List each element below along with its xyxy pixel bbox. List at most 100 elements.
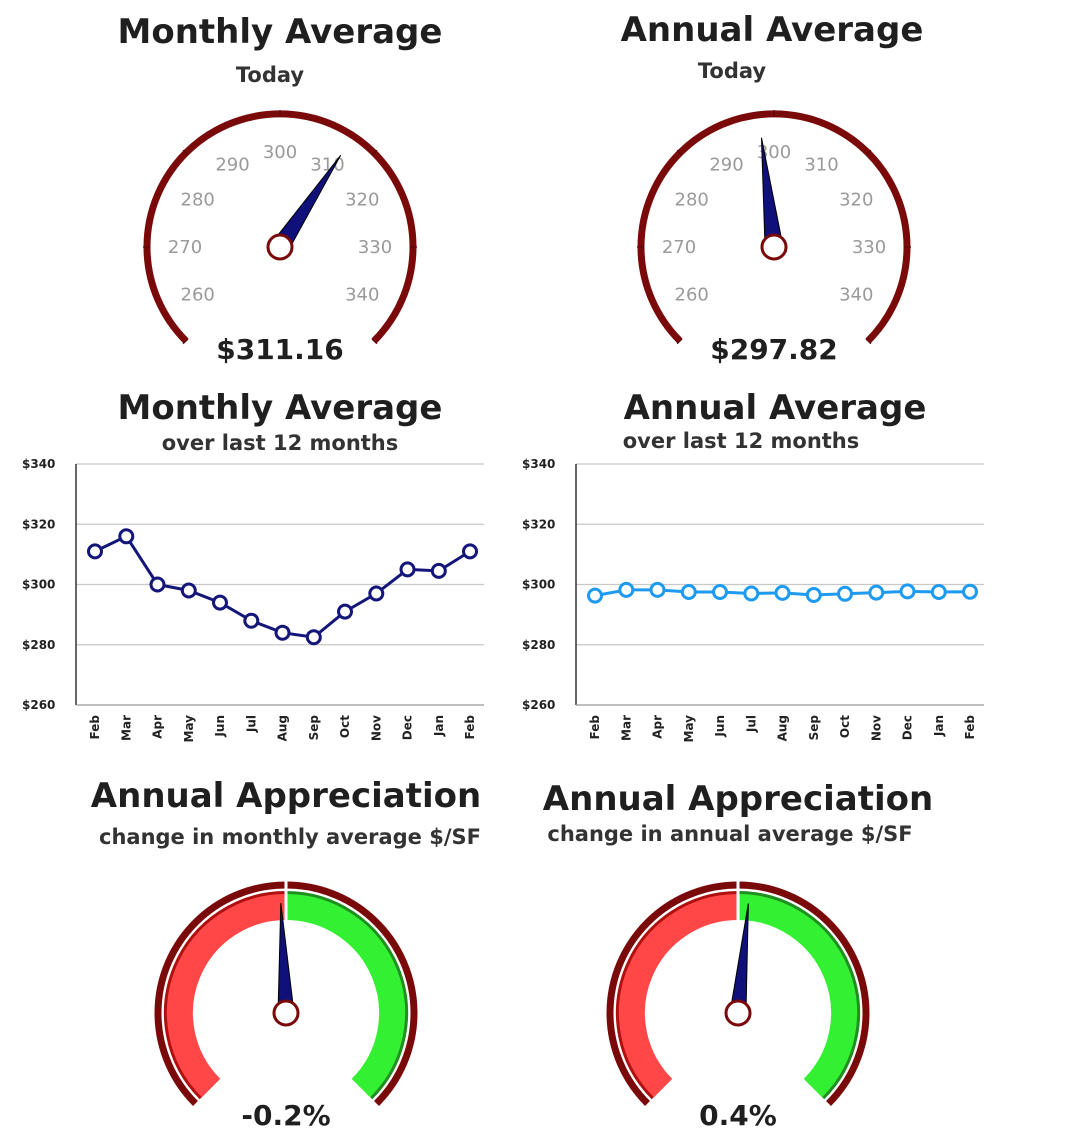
x-tick-label: Jun	[713, 715, 727, 738]
chart-1-subtitle: over last 12 months	[161, 431, 399, 455]
gauge-hub	[760, 233, 788, 261]
gauge-tick-label: 330	[852, 237, 886, 258]
y-tick-label: $320	[22, 517, 55, 531]
gauge-appreciation-monthly: -0.2%	[154, 879, 418, 1132]
y-tick-label: $300	[522, 578, 555, 592]
x-tick-label: Nov	[369, 715, 383, 741]
gauge-value-label: $297.82	[710, 333, 838, 366]
data-point	[462, 543, 478, 560]
data-point	[430, 562, 447, 579]
gauge-tick-label: 260	[675, 285, 709, 306]
x-tick-label: May	[182, 715, 196, 743]
gauge-tick-label: 340	[839, 285, 873, 306]
x-tick-label: Oct	[838, 715, 852, 738]
x-tick-label: Sep	[307, 715, 321, 741]
gauge-appreciation-annual: 0.4%	[606, 879, 870, 1132]
gauge-tick-mark	[371, 338, 378, 345]
x-tick-label: May	[682, 715, 696, 743]
chart-2-title: Annual Average	[623, 388, 927, 428]
y-tick-label: $280	[522, 638, 555, 652]
gauge-tick-label: 270	[662, 237, 696, 258]
x-tick-label: Apr	[651, 715, 665, 739]
data-point	[243, 612, 260, 629]
gauge-tick-mark	[371, 149, 378, 156]
data-point	[212, 594, 228, 611]
x-tick-label: Jul	[744, 715, 758, 733]
x-tick-label: Oct	[338, 715, 352, 738]
x-tick-label: Feb	[463, 715, 477, 740]
data-point	[305, 629, 322, 646]
x-tick-label: Jan	[932, 715, 946, 737]
gauge-hub	[724, 999, 752, 1027]
line-chart-monthly: $340 $320 $300 $280 $260 Feb Mar Apr May Jun Jul Au…	[22, 457, 484, 743]
data-point	[837, 585, 853, 602]
gauge-tick-label: 290	[215, 155, 249, 176]
gauge-tick-label: 300	[263, 142, 297, 163]
x-tick-label: Jan	[432, 715, 446, 737]
gauge-tick-label: 320	[839, 190, 873, 211]
data-point	[805, 587, 822, 603]
x-tick-label: Mar	[619, 715, 633, 741]
gauge-tick-mark	[865, 338, 872, 345]
gauge-tick-label: 280	[675, 190, 709, 211]
gauge-2-title: Annual Average	[620, 10, 924, 50]
positive-band	[737, 894, 858, 1098]
data-point	[87, 543, 103, 560]
chart-2-subtitle: over last 12 months	[622, 429, 860, 453]
gauge-tick-mark	[865, 149, 872, 156]
x-tick-label: Jun	[213, 715, 227, 738]
x-tick-label: Sep	[807, 715, 821, 741]
data-point	[180, 582, 197, 599]
data-point	[118, 528, 135, 545]
gauge-tick-label: 280	[181, 190, 215, 211]
data-point	[587, 587, 603, 604]
chart-1-title: Monthly Average	[117, 388, 443, 428]
x-tick-label: Aug	[776, 715, 790, 741]
appreciation-1-subtitle: change in monthly average $/SF	[99, 825, 481, 849]
y-tick-label: $260	[522, 698, 555, 712]
data-point	[368, 585, 385, 602]
gauge-tick-label: 330	[358, 237, 392, 258]
gauge-2-subtitle: Today	[697, 59, 767, 83]
x-tick-label: Jul	[244, 715, 258, 733]
x-tick-label: Mar	[119, 715, 133, 741]
gauge-tick-label: 340	[345, 285, 379, 306]
data-point	[868, 584, 885, 601]
appreciation-2-title: Annual Appreciation	[542, 779, 934, 819]
line-chart-annual: $340 $320 $300 $280 $260 Feb Mar Apr May Jun Jul Au…	[522, 457, 984, 743]
gauge-1-subtitle: Today	[235, 63, 305, 87]
gauge-tick-label: 320	[345, 190, 379, 211]
data-point	[899, 583, 916, 600]
data-point	[149, 576, 166, 593]
x-tick-label: Dec	[901, 715, 915, 740]
appreciation-1-title: Annual Appreciation	[90, 776, 482, 816]
y-tick-label: $280	[22, 638, 55, 652]
x-tick-label: Dec	[401, 715, 415, 740]
y-tick-label: $340	[22, 457, 55, 471]
gauge-tick-label: 270	[168, 237, 202, 258]
x-tick-label: Feb	[588, 715, 602, 740]
gauge-1-title: Monthly Average	[117, 12, 443, 52]
data-point	[618, 581, 635, 598]
gauge-hub	[266, 233, 294, 261]
x-tick-label: Feb	[963, 715, 977, 740]
gauge-tick-label: 260	[181, 285, 215, 306]
data-point	[774, 584, 791, 601]
gauge-value-label: $311.16	[216, 333, 344, 366]
positive-band	[285, 894, 406, 1098]
gauge-tick-mark	[182, 338, 189, 345]
x-tick-label: Feb	[88, 715, 102, 740]
data-point	[399, 561, 416, 578]
gauge-hub	[272, 999, 300, 1027]
gauge-tick-mark	[676, 149, 683, 156]
gauge-value-label: 0.4%	[699, 1099, 777, 1132]
negative-band	[166, 894, 287, 1098]
data-point	[649, 581, 666, 598]
gauge-tick-mark	[676, 338, 683, 345]
data-point	[337, 603, 353, 620]
x-tick-label: Apr	[151, 715, 165, 739]
x-tick-label: Nov	[869, 715, 883, 741]
gauge-value-label: -0.2%	[241, 1099, 330, 1132]
